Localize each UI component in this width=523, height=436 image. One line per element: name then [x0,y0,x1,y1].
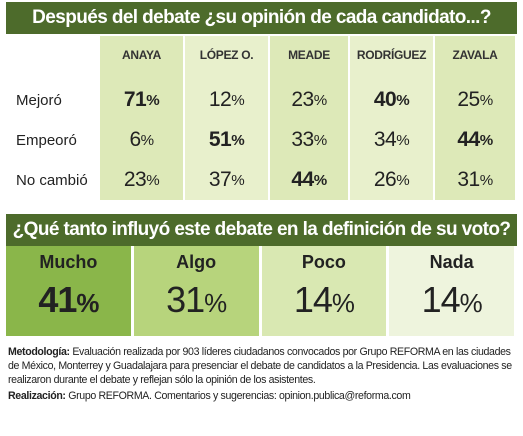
column-band [350,36,433,200]
influence-label: Mucho [39,252,98,272]
section-title: Después del debate ¿su opinión de cada c… [6,2,517,34]
footnote: Metodología: Evaluación realizada por 90… [8,345,516,387]
table-cell: 34% [373,128,410,151]
row-label: Empeoró [16,131,77,149]
column-header: ANAYA [122,48,161,62]
table-cell: 31% [457,168,493,191]
footnote: Realización: Grupo REFORMA. Comentarios … [8,389,516,403]
table-cell: 44% [291,168,327,191]
table-cell: 44% [457,128,493,151]
footnotes: Metodología: Evaluación realizada por 90… [8,345,516,405]
section-title: ¿Qué tanto influyó este debate en la def… [6,214,517,246]
influence-box: Algo 31% [133,246,262,336]
column-band [100,36,183,200]
footnote-text: Grupo REFORMA. Comentarios y sugerencias… [68,390,411,402]
influence-value: 14% [293,279,355,320]
influence-box: Poco 14% [261,246,390,336]
influence-box: Mucho 41% [6,246,134,336]
influence-box: Nada 14% [389,246,517,336]
table-cell: 23% [123,168,160,191]
column-band [435,36,515,200]
table-cell: 40% [373,88,410,111]
influence-label: Poco [301,252,346,272]
influence-label: Algo [176,252,217,272]
column-band [270,36,348,200]
table-cell: 23% [291,88,327,111]
table-cell: 26% [373,168,410,191]
column-header: LÓPEZ O. [199,48,254,62]
table-cell: 33% [291,128,327,151]
influence-value: 41% [38,279,99,320]
table-cell: 37% [208,168,245,191]
column-header: RODRÍGUEZ [356,48,427,62]
influence-label: Nada [429,252,474,272]
table-cell: 12% [208,88,245,111]
table-cell: 25% [457,88,493,111]
column-header: ZAVALA [452,48,498,62]
footnote-text: Evaluación realizada por 903 líderes ciu… [8,346,512,386]
row-label: No cambió [16,171,88,189]
influence-value: 31% [166,279,227,320]
footnote-label: Metodología: [8,346,70,358]
table-cell: 51% [208,128,245,151]
row-label: Mejoró [16,91,62,109]
influence-value: 14% [421,279,483,320]
table-cell: 6% [129,128,154,151]
table-cell: 71% [123,88,160,111]
footnote-label: Realización: [8,390,66,402]
column-header: MEADE [288,48,330,62]
column-band [185,36,268,200]
